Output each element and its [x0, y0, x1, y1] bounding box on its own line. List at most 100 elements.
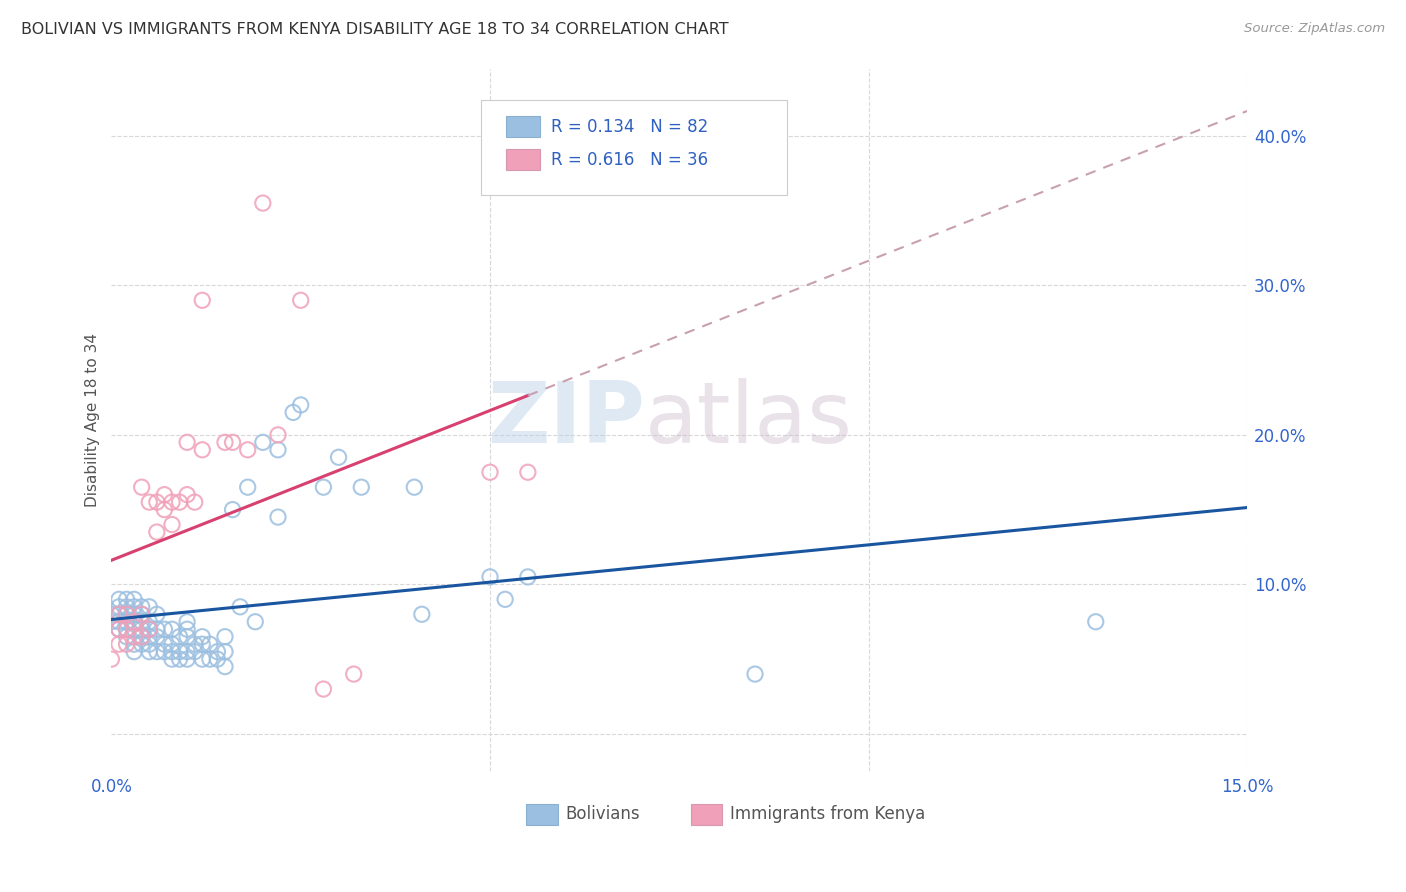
Point [108, 607, 131, 622]
Point [176, 630, 198, 644]
Point [479, 465, 502, 479]
Point [494, 592, 516, 607]
Point [131, 607, 153, 622]
Point [122, 592, 145, 607]
Point [131, 480, 153, 494]
Text: Immigrants from Kenya: Immigrants from Kenya [730, 805, 925, 823]
Point [169, 495, 191, 509]
Point [267, 428, 290, 442]
Point [160, 645, 183, 659]
Point [252, 196, 274, 211]
Point [138, 630, 160, 644]
Text: atlas: atlas [645, 378, 853, 461]
Point [131, 622, 153, 636]
Point [108, 599, 131, 614]
Point [176, 488, 198, 502]
Point [214, 659, 236, 673]
Point [267, 442, 290, 457]
Point [108, 607, 131, 622]
Point [100, 607, 122, 622]
Point [176, 435, 198, 450]
Point [131, 630, 153, 644]
Point [1084, 615, 1107, 629]
Point [131, 599, 153, 614]
Point [221, 435, 243, 450]
FancyBboxPatch shape [481, 100, 787, 195]
Point [198, 637, 221, 651]
Point [516, 570, 538, 584]
Point [115, 622, 138, 636]
Point [122, 599, 145, 614]
Point [207, 645, 229, 659]
Point [153, 622, 176, 636]
Point [214, 630, 236, 644]
Point [153, 488, 176, 502]
Point [160, 622, 183, 636]
Text: R = 0.616   N = 36: R = 0.616 N = 36 [551, 151, 709, 169]
Point [138, 637, 160, 651]
Point [267, 510, 290, 524]
Point [138, 495, 160, 509]
Point [122, 630, 145, 644]
Point [115, 607, 138, 622]
Point [290, 398, 312, 412]
Point [115, 615, 138, 629]
Point [131, 630, 153, 644]
Point [191, 293, 214, 308]
Point [108, 622, 131, 636]
Point [169, 652, 191, 666]
Point [115, 592, 138, 607]
Point [404, 480, 426, 494]
Point [411, 607, 433, 622]
Point [328, 450, 350, 465]
Point [191, 442, 214, 457]
Point [236, 480, 259, 494]
Point [122, 615, 145, 629]
Point [146, 630, 169, 644]
Point [108, 615, 131, 629]
Point [176, 615, 198, 629]
Point [138, 645, 160, 659]
Point [516, 465, 538, 479]
Point [160, 495, 183, 509]
Point [138, 599, 160, 614]
Point [350, 480, 373, 494]
Point [153, 502, 176, 516]
Point [207, 652, 229, 666]
Text: BOLIVIAN VS IMMIGRANTS FROM KENYA DISABILITY AGE 18 TO 34 CORRELATION CHART: BOLIVIAN VS IMMIGRANTS FROM KENYA DISABI… [21, 22, 728, 37]
Point [343, 667, 366, 681]
Point [108, 637, 131, 651]
Point [115, 637, 138, 651]
Point [281, 405, 304, 419]
Point [312, 480, 335, 494]
Point [479, 570, 502, 584]
Point [146, 645, 169, 659]
Point [245, 615, 267, 629]
FancyBboxPatch shape [506, 149, 540, 170]
Point [183, 637, 205, 651]
Point [191, 652, 214, 666]
Point [122, 607, 145, 622]
Point [176, 652, 198, 666]
Text: R = 0.134   N = 82: R = 0.134 N = 82 [551, 118, 709, 136]
Point [290, 293, 312, 308]
Point [100, 652, 122, 666]
Point [122, 615, 145, 629]
Point [236, 442, 259, 457]
Point [191, 637, 214, 651]
Point [169, 630, 191, 644]
Point [108, 592, 131, 607]
Point [183, 495, 205, 509]
FancyBboxPatch shape [690, 804, 723, 825]
Point [131, 607, 153, 622]
Point [191, 630, 214, 644]
Point [146, 524, 169, 539]
Point [176, 645, 198, 659]
Point [221, 502, 243, 516]
Point [183, 645, 205, 659]
Text: Bolivians: Bolivians [565, 805, 640, 823]
Point [312, 681, 335, 696]
FancyBboxPatch shape [506, 116, 540, 137]
Point [131, 615, 153, 629]
Point [115, 607, 138, 622]
